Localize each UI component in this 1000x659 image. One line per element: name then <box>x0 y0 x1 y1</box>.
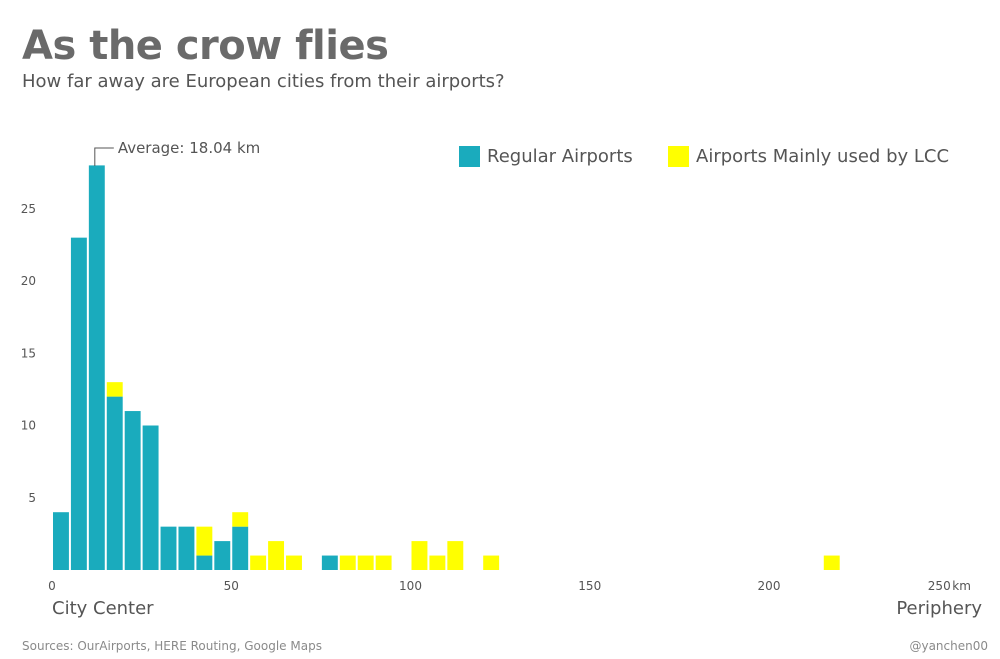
x-tick-label: 0 <box>48 579 56 593</box>
annotation-leader-line <box>94 147 114 166</box>
bar-regular <box>232 526 249 570</box>
bar-lcc <box>339 555 356 570</box>
bar-lcc <box>429 555 446 570</box>
legend-swatch-regular <box>459 146 480 167</box>
legend-swatch-lcc <box>668 146 689 167</box>
bar-regular <box>178 526 195 570</box>
bar-lcc <box>286 555 302 570</box>
bar-lcc <box>106 382 123 397</box>
bar-regular <box>214 541 231 570</box>
chart-subtitle: How far away are European cities from th… <box>22 71 505 92</box>
bar-lcc <box>357 555 374 570</box>
y-tick-label: 20 <box>21 274 36 288</box>
legend-label-lcc: Airports Mainly used by LCC <box>696 146 949 167</box>
x-tick-label: 100 <box>399 579 422 593</box>
x-tick-label: 50 <box>224 579 239 593</box>
bar-lcc <box>250 555 267 570</box>
x-axis: 0 50 100 150 200 250 km City Center Periphery <box>48 579 982 619</box>
bars <box>53 165 840 570</box>
bar-regular <box>142 425 159 570</box>
bar-lcc <box>196 526 213 556</box>
bar-lcc <box>483 555 500 570</box>
bar-regular <box>106 396 123 570</box>
x-tick-label: 150 <box>578 579 601 593</box>
legend-label-regular: Regular Airports <box>487 146 633 167</box>
bar-lcc <box>447 541 464 570</box>
bar-lcc <box>268 541 285 570</box>
bar-regular <box>53 512 69 570</box>
sources-note: Sources: OurAirports, HERE Routing, Goog… <box>22 639 322 653</box>
bar-regular <box>160 526 177 570</box>
annotation-text: Average: 18.04 km <box>118 139 260 157</box>
x-tick-label: 250 <box>928 579 951 593</box>
x-tick-label: 200 <box>758 579 781 593</box>
y-tick-label: 5 <box>28 491 36 505</box>
bar-regular <box>124 411 141 570</box>
y-tick-label: 25 <box>21 202 36 216</box>
x-unit-label: km <box>952 579 971 593</box>
x-right-label: Periphery <box>896 598 982 619</box>
chart-title: As the crow flies <box>22 23 389 69</box>
bar-regular <box>88 165 105 570</box>
y-tick-label: 15 <box>21 346 36 360</box>
legend: Regular Airports Airports Mainly used by … <box>459 146 949 167</box>
bar-regular <box>196 555 213 570</box>
bar-lcc <box>823 555 840 570</box>
y-tick-label: 10 <box>21 419 36 433</box>
author-credit: @yanchen00 <box>909 639 988 653</box>
bar-regular <box>70 237 87 570</box>
average-annotation: Average: 18.04 km <box>94 139 260 166</box>
bar-regular <box>321 555 338 570</box>
bar-lcc <box>375 555 392 570</box>
bar-lcc <box>232 512 249 527</box>
y-axis: 5 10 15 20 25 <box>21 202 36 505</box>
x-left-label: City Center <box>52 598 154 619</box>
bar-lcc <box>411 541 428 570</box>
